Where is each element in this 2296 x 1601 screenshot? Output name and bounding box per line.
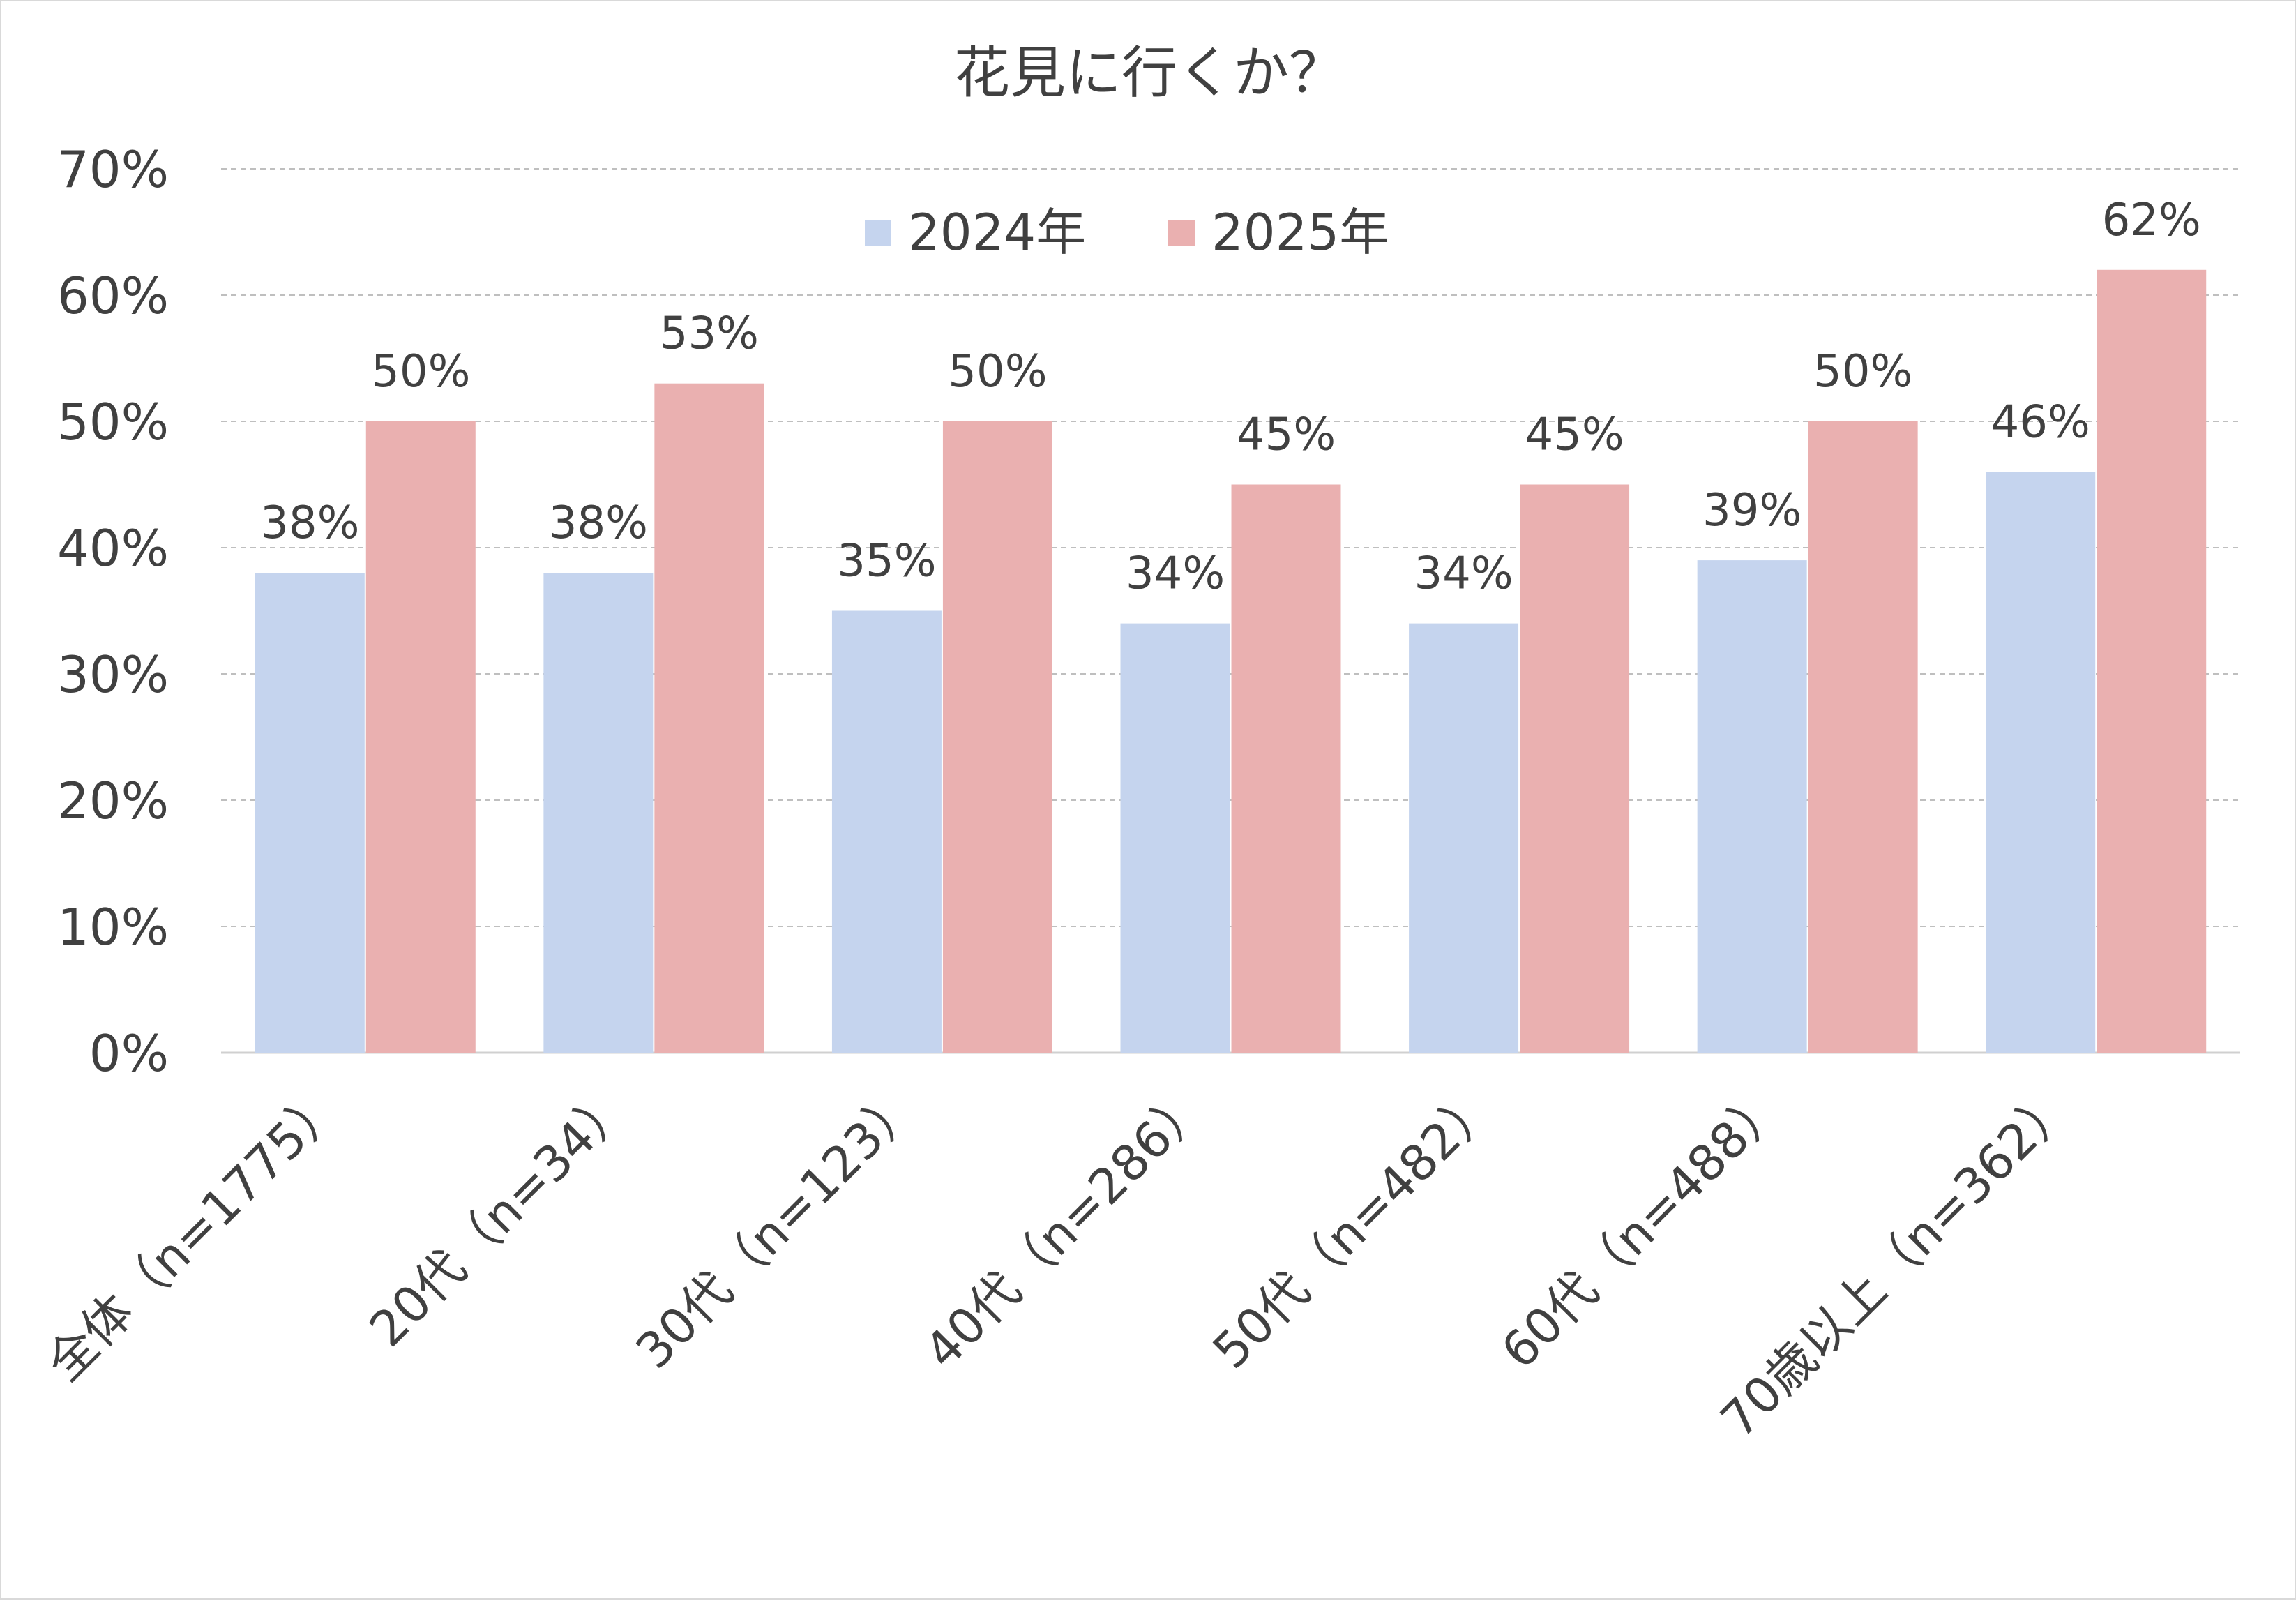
data-label: 53%: [660, 308, 759, 360]
bar-2024: [831, 610, 942, 1053]
data-label: 35%: [837, 536, 936, 587]
y-tick-label: 60%: [57, 266, 169, 325]
y-tick-label: 40%: [57, 519, 169, 578]
bar-2024: [1697, 560, 1807, 1053]
bar-2025: [365, 421, 476, 1053]
data-label: 45%: [1237, 409, 1336, 461]
bar-2024: [543, 573, 654, 1053]
legend-label-2024: 2024年: [908, 203, 1086, 262]
bar-2025: [1520, 484, 1630, 1053]
data-label: 38%: [260, 497, 359, 549]
legend-swatch-2025: [1168, 220, 1195, 246]
data-label: 50%: [948, 346, 1047, 398]
bar-2025: [2097, 269, 2207, 1053]
bars: [255, 269, 2207, 1053]
x-tick-label: 50代（n=482）: [1202, 1075, 1506, 1380]
data-labels: 38% 50% 38% 53% 35% 50% 34% 45% 34% 45% 39% 50% 46% 6…: [260, 195, 2201, 600]
legend-swatch-2024: [865, 220, 891, 246]
bar-2024: [1986, 472, 2096, 1053]
data-label: 38%: [549, 497, 648, 549]
data-label: 50%: [371, 346, 470, 398]
legend: 2024年 2025年: [865, 203, 1389, 262]
y-tick-label: 20%: [57, 772, 169, 830]
bar-2024: [1409, 623, 1519, 1053]
y-tick-label: 70%: [57, 140, 169, 199]
y-tick-label: 30%: [57, 645, 169, 704]
bar-2025: [1808, 421, 1918, 1053]
bar-2025: [654, 383, 764, 1053]
data-label: 50%: [1813, 346, 1912, 398]
x-tick-label: 30代（n=123）: [625, 1075, 930, 1380]
data-label: 34%: [1126, 548, 1225, 600]
bar-2024: [255, 573, 365, 1053]
data-label: 62%: [2102, 195, 2201, 246]
y-axis-ticks: 0% 10% 20% 30% 40% 50% 60% 70%: [57, 140, 169, 1083]
x-tick-label: 20代（n=34）: [358, 1075, 641, 1358]
chart-title: 花見に行くか？: [954, 40, 1345, 105]
x-tick-label: 40代（n=286）: [914, 1075, 1218, 1380]
bar-2025: [1231, 484, 1341, 1053]
y-tick-label: 0%: [89, 1024, 169, 1083]
y-tick-label: 50%: [57, 393, 169, 451]
x-axis-ticks: 全体（n=1775） 20代（n=34）30代（n=123）40代（n=286）5…: [36, 1075, 2083, 1449]
x-tick-label: 60代（n=488）: [1490, 1075, 1795, 1380]
data-label: 34%: [1414, 548, 1513, 600]
data-label: 46%: [1991, 396, 2090, 448]
y-tick-label: 10%: [57, 898, 169, 956]
x-tick-label: 全体（n=1775）: [36, 1075, 353, 1392]
data-label: 39%: [1702, 485, 1802, 536]
gridlines: [221, 168, 2240, 1054]
bar-2024: [1120, 623, 1230, 1053]
bar-2025: [942, 421, 1052, 1053]
data-label: 45%: [1525, 409, 1624, 461]
legend-label-2025: 2025年: [1211, 203, 1389, 262]
